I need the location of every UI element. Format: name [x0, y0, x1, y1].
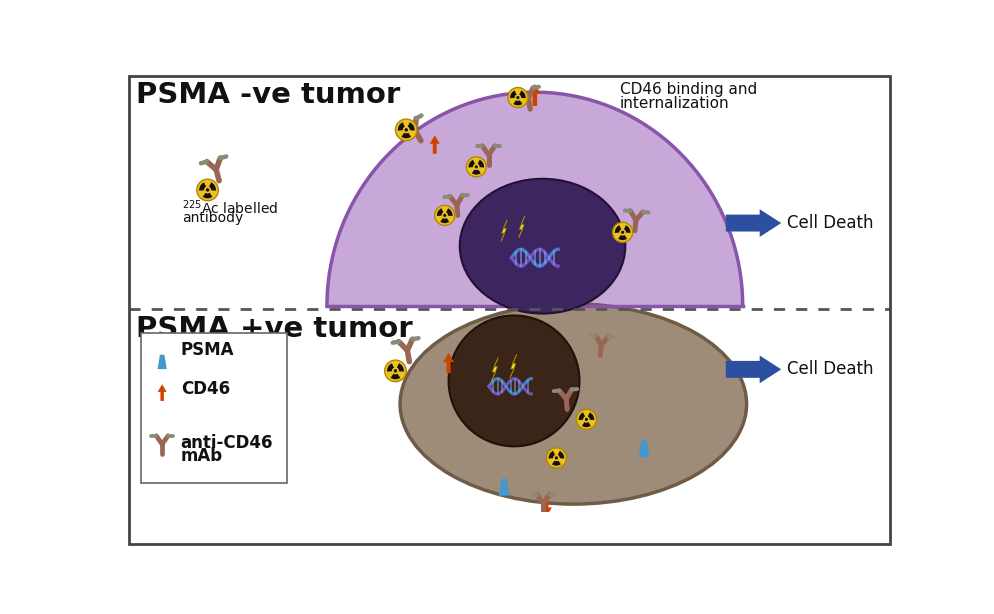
FancyArrow shape	[726, 356, 781, 383]
Wedge shape	[440, 218, 449, 223]
Circle shape	[547, 448, 567, 468]
Circle shape	[394, 369, 398, 373]
FancyArrow shape	[429, 135, 439, 154]
Circle shape	[555, 456, 558, 459]
Wedge shape	[209, 182, 216, 191]
Ellipse shape	[460, 179, 625, 314]
Circle shape	[385, 360, 407, 382]
Circle shape	[543, 526, 550, 533]
Wedge shape	[446, 208, 452, 216]
Circle shape	[545, 528, 548, 531]
Circle shape	[448, 316, 580, 446]
Circle shape	[537, 519, 557, 540]
Wedge shape	[402, 133, 412, 138]
Circle shape	[441, 212, 448, 219]
Circle shape	[434, 205, 455, 225]
Wedge shape	[519, 90, 526, 98]
Circle shape	[473, 164, 479, 170]
Wedge shape	[514, 100, 523, 106]
FancyArrow shape	[158, 384, 167, 401]
Circle shape	[554, 455, 560, 461]
Wedge shape	[552, 460, 561, 465]
Wedge shape	[579, 413, 585, 420]
Circle shape	[197, 179, 219, 201]
Polygon shape	[639, 440, 649, 457]
Text: CD46: CD46	[181, 379, 230, 398]
FancyArrow shape	[529, 84, 541, 106]
Wedge shape	[548, 523, 555, 530]
Bar	[129, 512, 890, 544]
Wedge shape	[468, 160, 475, 168]
Wedge shape	[391, 373, 401, 379]
Wedge shape	[539, 523, 545, 530]
Wedge shape	[542, 532, 551, 537]
Wedge shape	[581, 422, 590, 427]
Bar	[140, 333, 287, 483]
FancyArrow shape	[726, 209, 781, 237]
Text: antibody: antibody	[182, 211, 244, 225]
Text: mAb: mAb	[181, 448, 223, 465]
Circle shape	[515, 95, 521, 101]
Text: $^{225}$Ac labelled: $^{225}$Ac labelled	[182, 198, 278, 217]
Polygon shape	[491, 357, 498, 381]
Circle shape	[619, 229, 626, 236]
Polygon shape	[519, 216, 525, 238]
Circle shape	[466, 157, 486, 177]
Wedge shape	[398, 122, 405, 131]
Circle shape	[577, 410, 596, 429]
Wedge shape	[387, 363, 394, 371]
FancyArrow shape	[443, 353, 454, 373]
Text: internalization: internalization	[619, 96, 730, 111]
Circle shape	[392, 367, 399, 375]
Text: anti-CD46: anti-CD46	[181, 434, 273, 453]
Wedge shape	[472, 169, 481, 174]
Circle shape	[403, 126, 410, 133]
Polygon shape	[501, 220, 507, 241]
Circle shape	[584, 418, 588, 421]
Polygon shape	[510, 354, 517, 378]
Wedge shape	[408, 122, 414, 131]
Wedge shape	[558, 451, 565, 459]
Wedge shape	[618, 235, 627, 240]
Text: PSMA -ve tumor: PSMA -ve tumor	[136, 82, 401, 109]
Wedge shape	[615, 225, 621, 233]
Circle shape	[204, 187, 211, 193]
Circle shape	[516, 96, 520, 99]
Circle shape	[621, 231, 624, 234]
Wedge shape	[437, 208, 443, 216]
Text: CD46 binding and: CD46 binding and	[619, 82, 756, 97]
Ellipse shape	[401, 304, 746, 504]
Wedge shape	[587, 413, 594, 420]
Wedge shape	[397, 363, 404, 371]
Wedge shape	[203, 193, 213, 198]
Polygon shape	[158, 355, 167, 369]
Wedge shape	[477, 160, 484, 168]
Circle shape	[206, 188, 210, 192]
Circle shape	[508, 88, 528, 107]
Text: Cell Death: Cell Death	[787, 214, 874, 232]
Polygon shape	[499, 479, 510, 495]
Text: PSMA +ve tumor: PSMA +ve tumor	[136, 316, 413, 343]
Circle shape	[405, 128, 408, 131]
Text: PSMA: PSMA	[181, 341, 235, 359]
Wedge shape	[199, 182, 206, 191]
Wedge shape	[549, 451, 555, 459]
Circle shape	[583, 416, 589, 422]
Circle shape	[443, 214, 446, 217]
Circle shape	[396, 119, 417, 141]
Text: Cell Death: Cell Death	[787, 360, 874, 378]
FancyArrow shape	[541, 496, 552, 517]
Wedge shape	[510, 90, 517, 98]
Circle shape	[612, 222, 632, 243]
Polygon shape	[327, 92, 743, 306]
Wedge shape	[624, 225, 630, 233]
Circle shape	[475, 165, 478, 168]
